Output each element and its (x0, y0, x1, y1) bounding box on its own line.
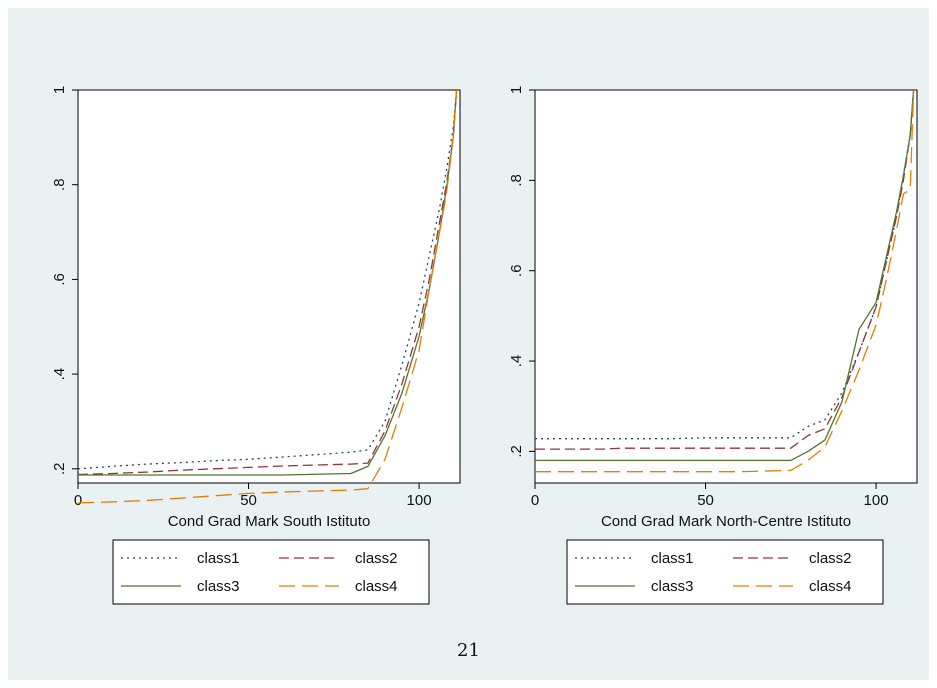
plot-area (534, 89, 918, 484)
legend-label-class1: class1 (651, 550, 694, 567)
legend-label-class3: class3 (651, 578, 694, 595)
legend-label-class4: class4 (355, 578, 398, 595)
series-line-class1 (77, 89, 458, 470)
plot-area (77, 89, 461, 484)
x-tick-label: 100 (407, 492, 432, 509)
legend-label-class3: class3 (197, 578, 240, 595)
x-tick-label: 100 (864, 492, 889, 509)
x-axis-title: Cond Grad Mark South Istituto (168, 513, 371, 530)
y-tick-label: .4 (508, 355, 525, 368)
series-line-class1 (535, 89, 915, 440)
x-tick-label: 0 (74, 492, 82, 509)
series-line-class2 (77, 89, 458, 476)
page-number: 21 (457, 640, 480, 661)
legend-box (566, 539, 884, 605)
y-tick-label: .2 (508, 445, 525, 458)
series-line-class4 (77, 89, 458, 504)
chart-panel-1: 1 .8 .6 .4 .2 0 50 100 Cond Grad Mark South Isti… (51, 86, 461, 605)
y-tick-label: .6 (51, 273, 68, 286)
y-tick-label: .2 (51, 463, 68, 476)
legend-label-class4: class4 (809, 578, 852, 595)
series-line-class3 (78, 89, 458, 476)
y-tick-label: 1 (51, 86, 68, 94)
legend-label-class2: class2 (809, 550, 852, 567)
y-tick-label: .4 (51, 368, 68, 381)
series-line-class2 (535, 89, 915, 450)
y-tick-label: .8 (508, 174, 525, 187)
y-tick-label: 1 (508, 86, 525, 94)
x-axis-title: Cond Grad Mark North-Centre Istituto (601, 513, 851, 530)
legend-label-class2: class2 (355, 550, 398, 567)
chart-panel-2: 1 .8 .6 .4 .2 0 50 100 Cond Grad Mark North-Cent… (508, 86, 918, 605)
x-tick-label: 50 (240, 492, 257, 509)
y-tick-label: .6 (508, 264, 525, 277)
legend-label-class1: class1 (197, 550, 240, 567)
legend-box (112, 539, 430, 605)
x-tick-label: 50 (697, 492, 714, 509)
legend: class1 class2 class3 class4 (112, 539, 430, 605)
legend: class1 class2 class3 class4 (566, 539, 884, 605)
y-tick-label: .8 (51, 178, 68, 191)
x-tick-label: 0 (531, 492, 539, 509)
series-line-class4 (535, 89, 915, 473)
series-line-class3 (535, 89, 915, 462)
